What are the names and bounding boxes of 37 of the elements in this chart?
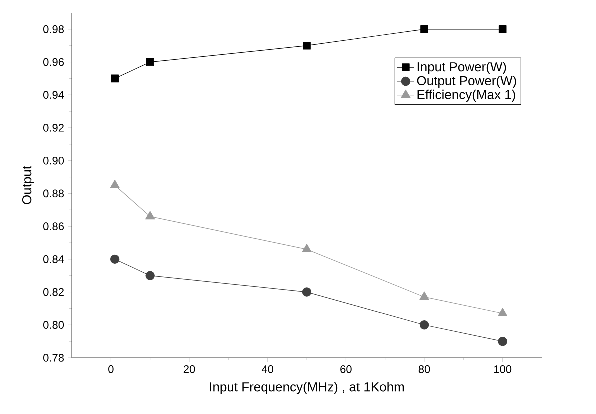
point [302, 288, 312, 297]
y-tick-label: 0.82 [44, 288, 64, 296]
point [420, 26, 428, 34]
x-tick-label: 40 [262, 366, 274, 374]
point [302, 244, 312, 252]
point [146, 58, 154, 66]
legend-label: Input Power(W) [418, 62, 506, 74]
point [111, 74, 119, 83]
x-tick-label: 20 [184, 366, 196, 374]
legend-label: Output Power(W) [417, 76, 516, 88]
x-tick-label: 80 [418, 366, 430, 374]
y-tick-label: 0.94 [44, 91, 64, 100]
point [146, 211, 156, 220]
point [110, 180, 120, 188]
x-tick-label: 0 [108, 366, 114, 374]
point [303, 42, 311, 50]
point [498, 308, 508, 317]
point [420, 320, 430, 330]
y-tick-label: 0.78 [44, 354, 64, 362]
point [420, 292, 430, 300]
x-axis-title: Input Frequency(MHz) , at 1Kohm [210, 382, 404, 394]
y-tick-label: 0.92 [44, 124, 64, 132]
y-tick-label: 0.86 [44, 222, 64, 230]
x-tick-label: 60 [340, 366, 352, 374]
y-axis-title: Output [22, 166, 34, 204]
point [498, 336, 508, 346]
point [146, 271, 155, 280]
y-tick-label: 0.90 [44, 156, 64, 165]
point [110, 254, 120, 264]
y-tick-label: 0.84 [44, 256, 64, 264]
point [498, 26, 507, 34]
legend-label: Efficiency(Max 1) [418, 90, 516, 102]
x-tick-label: 100 [494, 366, 512, 374]
y-tick-label: 0.98 [44, 26, 64, 34]
y-tick-label: 0.96 [44, 58, 64, 66]
y-tick-label: 0.80 [44, 321, 64, 330]
y-tick-label: 0.88 [44, 190, 64, 198]
